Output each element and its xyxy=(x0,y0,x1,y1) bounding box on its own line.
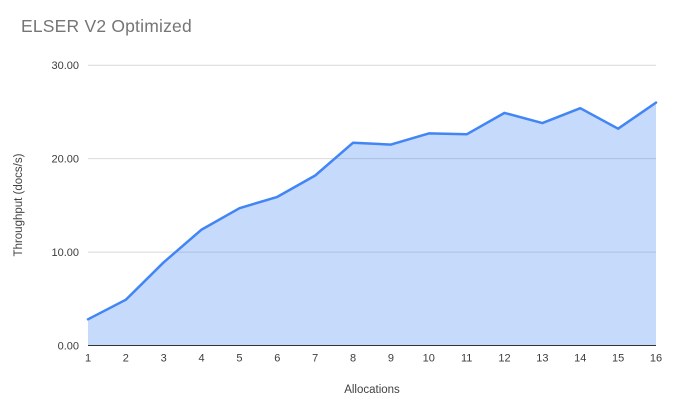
x-tick-label: 15 xyxy=(612,353,624,365)
x-tick-label: 9 xyxy=(388,353,394,365)
chart-title: ELSER V2 Optimized xyxy=(21,16,192,36)
x-tick-label: 8 xyxy=(350,353,356,365)
y-tick-label: 0.00 xyxy=(58,341,79,353)
x-axis-title: Allocations xyxy=(344,384,400,396)
y-tick-label: 10.00 xyxy=(51,247,79,259)
x-tick-label: 2 xyxy=(123,353,129,365)
y-tick-label: 20.00 xyxy=(51,154,79,166)
y-tick-label: 30.00 xyxy=(51,60,79,72)
x-tick-label: 12 xyxy=(498,353,510,365)
x-tick-label: 6 xyxy=(274,353,280,365)
x-tick-label: 3 xyxy=(161,353,167,365)
y-axis-title: Throughput (docs/s) xyxy=(13,153,25,257)
x-tick-label: 5 xyxy=(236,353,242,365)
x-tick-label: 13 xyxy=(536,353,548,365)
x-tick-label: 7 xyxy=(312,353,318,365)
x-tick-label: 16 xyxy=(650,353,662,365)
x-tick-label: 1 xyxy=(85,353,91,365)
x-tick-label: 10 xyxy=(423,353,435,365)
x-tick-label: 14 xyxy=(574,353,586,365)
area-fill xyxy=(88,102,656,346)
x-tick-label: 4 xyxy=(199,353,205,365)
series-line xyxy=(86,101,658,321)
x-tick-label: 11 xyxy=(461,353,472,365)
